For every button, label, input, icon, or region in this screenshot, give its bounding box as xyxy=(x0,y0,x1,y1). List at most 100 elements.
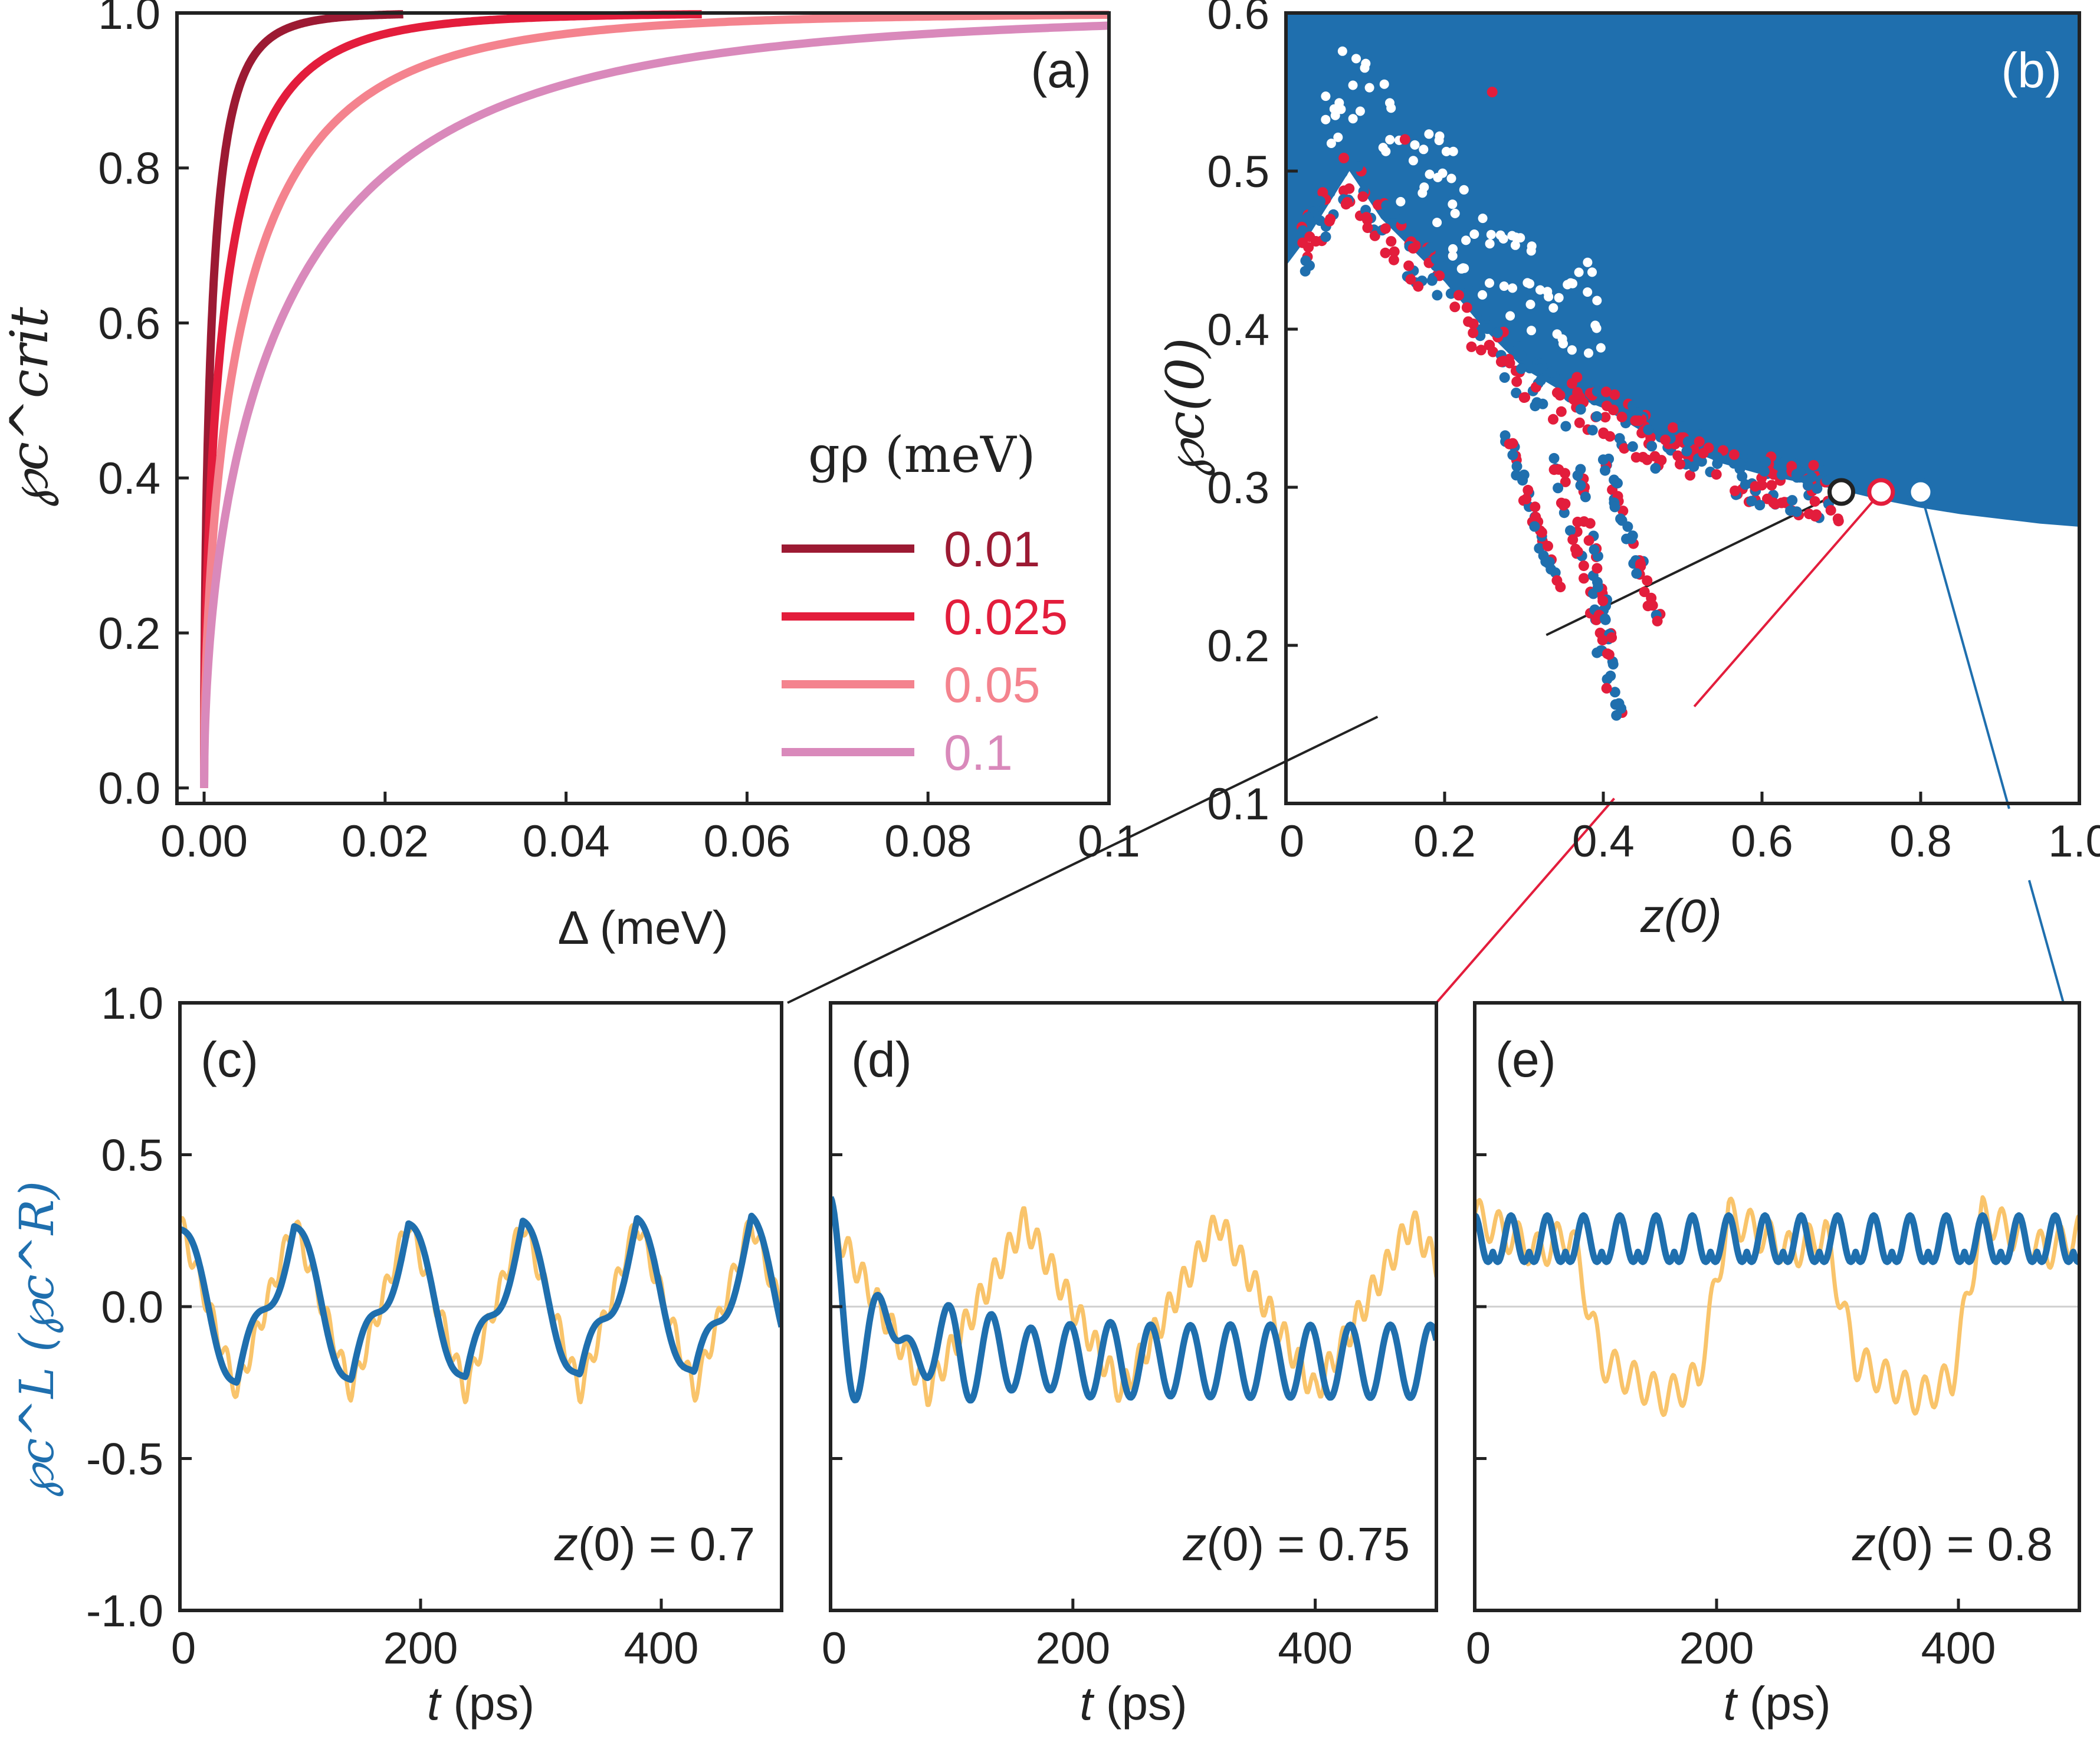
scatter-point xyxy=(1616,411,1628,422)
scatter-point xyxy=(1466,341,1477,352)
scatter-point xyxy=(1776,469,1787,480)
scatter-point xyxy=(1791,506,1802,517)
scatter-point xyxy=(1529,521,1540,532)
scatter-point xyxy=(1548,414,1558,425)
scatter-point xyxy=(1643,424,1654,435)
panelE-xlabel: t (ps) xyxy=(1723,1677,1830,1730)
scatter-point xyxy=(1344,183,1355,194)
highlight-marker-2 xyxy=(1867,478,1895,506)
panelC-frame xyxy=(178,1001,783,1612)
scatter-point xyxy=(1361,58,1371,68)
panel-a: 0.00 0.02 0.04 0.06 0.08 0.1 0.0 0.2 0.4 0.6 0.8 1.… xyxy=(0,0,1140,954)
panelC-x-tick-label: 400 xyxy=(624,1623,699,1674)
scatter-point xyxy=(1596,343,1606,353)
scatter-point xyxy=(1510,240,1520,250)
connector-line xyxy=(1919,491,2010,809)
panel-b: 0 0.2 0.4 0.6 0.8 1.0 0.1 0.2 0.3 0.4 0.5 0.6 (b) z… xyxy=(1155,0,2100,942)
scatter-point xyxy=(1425,169,1435,179)
panel-a-y-tick-label: 0.6 xyxy=(98,298,160,349)
panel-a-curve-2 xyxy=(200,10,702,788)
panelC-y-tick-label: -0.5 xyxy=(86,1435,163,1485)
panel-d: 0 200 400 (d) z(0) = 0.75 t (ps) xyxy=(822,1001,1438,1730)
scatter-point xyxy=(1461,302,1472,313)
scatter-point xyxy=(1600,613,1610,624)
panel-a-y-tick-label: 0.2 xyxy=(98,609,160,659)
scatter-point xyxy=(1580,491,1591,503)
panelC-y-tick-label: 0.5 xyxy=(101,1131,163,1181)
panel-b-label: (b) xyxy=(2001,42,2062,98)
scatter-point xyxy=(1647,600,1658,611)
scatter-point xyxy=(1575,480,1586,491)
scatter-point xyxy=(1589,544,1600,555)
scatter-point xyxy=(1548,464,1560,475)
scatter-point xyxy=(1485,239,1495,249)
scatter-point xyxy=(1355,106,1365,116)
scatter-point xyxy=(1568,278,1577,288)
panel-a-x-tick-label: 0.08 xyxy=(884,816,972,867)
connector-line xyxy=(1435,798,1616,1004)
scatter-point xyxy=(1361,212,1372,223)
scatter-point xyxy=(1574,267,1584,277)
scatter-point xyxy=(1551,387,1563,398)
scatter-point xyxy=(1592,386,1603,397)
scatter-point xyxy=(1432,290,1443,301)
panel-b-y-tick-label: 0.2 xyxy=(1207,621,1269,671)
scatter-point xyxy=(1711,469,1722,480)
scatter-point xyxy=(1694,436,1705,447)
scatter-point xyxy=(1446,173,1456,183)
scatter-point xyxy=(1337,167,1348,178)
scatter-point xyxy=(1574,417,1585,428)
bottom-ylabel: ℘c^L (℘c^R) xyxy=(9,1181,64,1497)
scatter-point xyxy=(1504,438,1515,450)
scatter-point xyxy=(1450,208,1460,218)
scatter-point xyxy=(1525,279,1535,288)
scatter-point xyxy=(1373,199,1383,211)
scatter-point xyxy=(1646,441,1658,452)
panelD-frame xyxy=(829,1001,1438,1612)
panelD-label: (d) xyxy=(851,1032,912,1087)
scatter-point xyxy=(1426,275,1438,286)
legend-entry-label: 0.01 xyxy=(944,521,1041,577)
panel-a-curves xyxy=(200,10,1110,788)
scatter-point xyxy=(1558,339,1568,349)
scatter-point xyxy=(1597,635,1608,646)
scatter-point xyxy=(1515,350,1527,361)
scatter-point xyxy=(1433,254,1444,265)
scatter-point xyxy=(1315,196,1326,207)
scatter-point xyxy=(1507,450,1518,461)
scatter-point xyxy=(1486,229,1496,239)
legend-entry-label: 0.05 xyxy=(944,657,1041,713)
panelE-annotation: z(0) = 0.8 xyxy=(1852,1518,2053,1570)
scatter-point xyxy=(1682,436,1694,447)
scatter-point xyxy=(1631,568,1642,579)
scatter-point xyxy=(1560,476,1571,487)
scatter-point xyxy=(1821,474,1832,485)
scatter-point xyxy=(1324,215,1335,227)
scatter-point xyxy=(1535,375,1546,386)
scatter-point xyxy=(1543,540,1553,552)
scatter-point xyxy=(1607,659,1619,670)
panelC-xlabel: t (ps) xyxy=(427,1677,534,1730)
scatter-point xyxy=(1329,104,1339,114)
legend-entry-label: 0.1 xyxy=(944,725,1013,780)
scatter-point xyxy=(1463,316,1474,327)
scatter-point xyxy=(1606,632,1617,643)
panel-b-xlabel: z(0) xyxy=(1640,890,1722,942)
scatter-point xyxy=(1760,457,1771,467)
scatter-point xyxy=(1337,46,1347,56)
scatter-point xyxy=(1786,461,1797,472)
scatter-point xyxy=(1333,132,1343,142)
panel-b-scatter-points xyxy=(1297,46,1845,721)
scatter-point xyxy=(1492,327,1503,338)
panelD-annotation: z(0) = 0.75 xyxy=(1182,1518,1410,1570)
scatter-point xyxy=(1407,242,1419,254)
scatter-point xyxy=(1495,230,1505,240)
scatter-point xyxy=(1550,567,1561,578)
scatter-point xyxy=(1499,430,1511,441)
panelD-xlabel: t (ps) xyxy=(1079,1677,1187,1730)
scatter-point xyxy=(1668,422,1678,433)
scatter-point xyxy=(1317,187,1328,198)
scatter-point xyxy=(1649,451,1661,462)
panel-a-y-tick-label: 0.4 xyxy=(98,454,160,504)
panel-a-label: (a) xyxy=(1031,42,1091,98)
